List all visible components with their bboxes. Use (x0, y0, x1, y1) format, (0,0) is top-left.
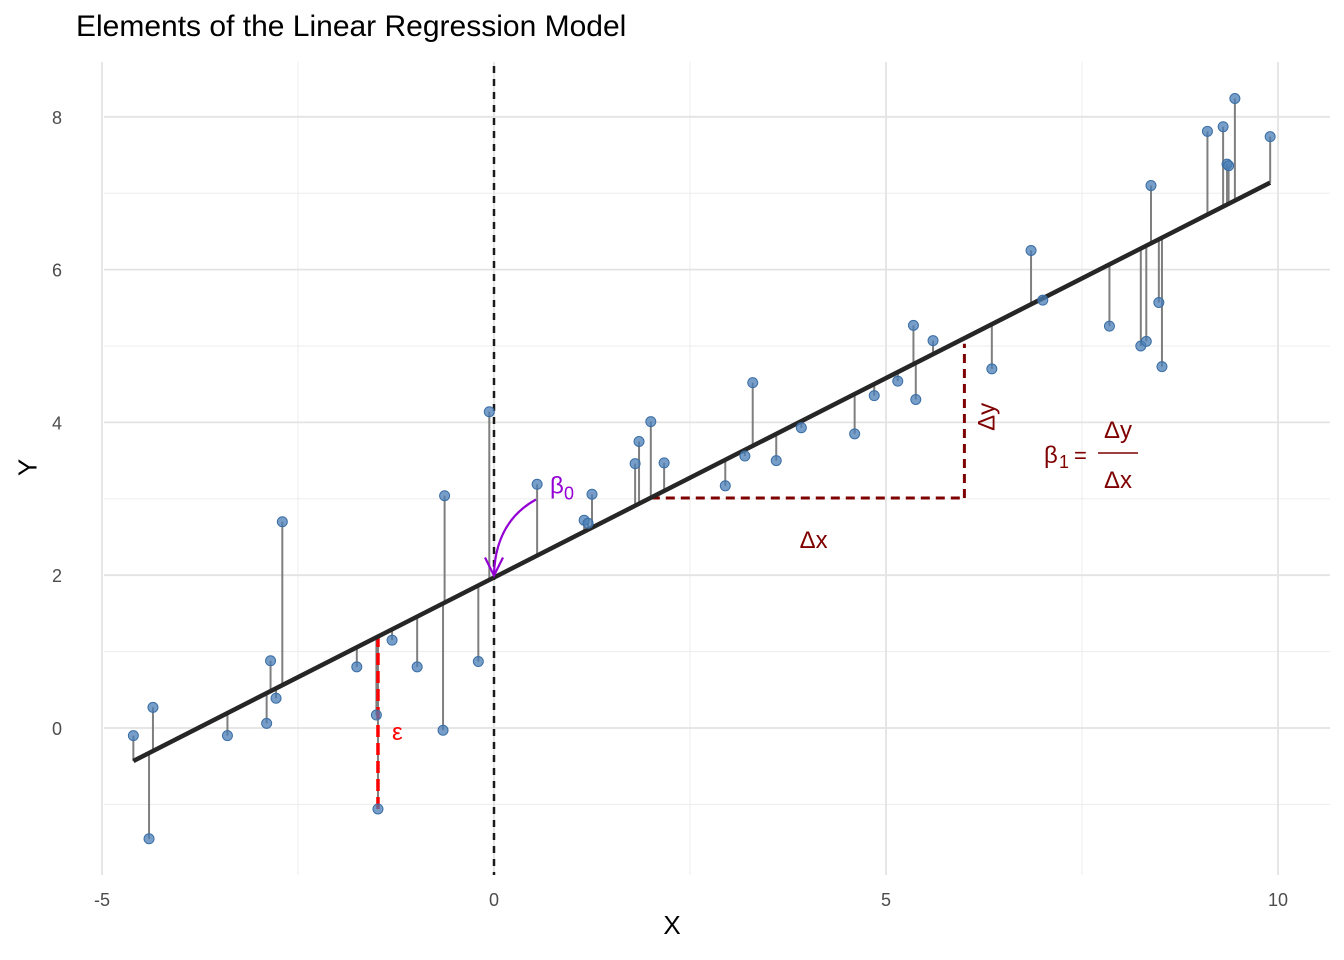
data-point (1153, 296, 1165, 308)
data-point (370, 709, 382, 721)
x-tick-label: 10 (1268, 890, 1288, 910)
data-point (892, 375, 904, 387)
data-point (795, 422, 807, 434)
data-points (127, 92, 1276, 845)
data-point (411, 661, 423, 673)
slope-subscript: 1 (1059, 452, 1069, 472)
y-tick-label: 0 (52, 719, 62, 739)
data-point (437, 724, 449, 736)
data-point (147, 701, 159, 713)
data-point (472, 656, 484, 668)
data-point (629, 458, 641, 470)
intercept-subscript: 0 (564, 483, 574, 503)
intercept-arrow (492, 498, 537, 574)
data-point (645, 416, 657, 428)
slope-denominator: Δx (1104, 467, 1132, 494)
data-point (719, 480, 731, 492)
y-tick-label: 4 (52, 413, 62, 433)
data-point (1223, 160, 1235, 172)
data-point (739, 450, 751, 462)
data-point (1103, 320, 1115, 332)
x-tick-label: 5 (881, 890, 891, 910)
y-tick-label: 2 (52, 566, 62, 586)
data-point (372, 803, 384, 815)
data-point (747, 377, 759, 389)
data-point (586, 488, 598, 500)
data-point (439, 490, 451, 502)
data-point (143, 833, 155, 845)
data-point (265, 655, 277, 667)
data-point (770, 455, 782, 467)
y-axis-title: Y (12, 458, 43, 477)
data-point (261, 717, 273, 729)
delta-y-label: Δy (973, 403, 1000, 431)
data-point (582, 517, 594, 529)
intercept-label: β (550, 472, 564, 499)
data-point (658, 457, 670, 469)
data-point (276, 516, 288, 528)
data-point (1025, 245, 1037, 256)
slope-label: β (1044, 442, 1058, 469)
data-point (633, 436, 645, 447)
y-tick-label: 6 (52, 261, 62, 281)
epsilon-label: ε (392, 719, 403, 746)
data-point (1264, 131, 1276, 143)
slope-numerator: Δy (1104, 417, 1132, 444)
data-point (351, 661, 363, 673)
data-point (1140, 335, 1152, 347)
data-point (386, 634, 398, 646)
data-point (868, 390, 880, 402)
regression-line (132, 180, 1272, 763)
data-point (531, 478, 543, 490)
data-point (910, 393, 922, 405)
data-point (270, 692, 282, 704)
data-point (907, 319, 919, 331)
data-point (1217, 121, 1229, 133)
data-point (1037, 294, 1049, 306)
data-point (483, 406, 495, 418)
data-point (986, 363, 998, 375)
data-point (221, 730, 233, 742)
x-tick-label: -5 (94, 890, 110, 910)
intercept-arrowhead (484, 557, 504, 578)
chart-title: Elements of the Linear Regression Model (76, 10, 627, 43)
data-point (1229, 92, 1241, 104)
data-point (927, 335, 939, 347)
data-point (1145, 180, 1157, 192)
data-point (1201, 125, 1213, 137)
y-tick-label: 8 (52, 108, 62, 128)
data-point (1156, 361, 1168, 373)
slope-equals: = (1074, 443, 1087, 468)
data-point (127, 730, 139, 742)
x-tick-label: 0 (489, 890, 499, 910)
grid (101, 62, 1330, 875)
data-point (849, 428, 861, 440)
delta-x-label: Δx (800, 527, 828, 554)
x-axis-title: X (663, 910, 681, 940)
